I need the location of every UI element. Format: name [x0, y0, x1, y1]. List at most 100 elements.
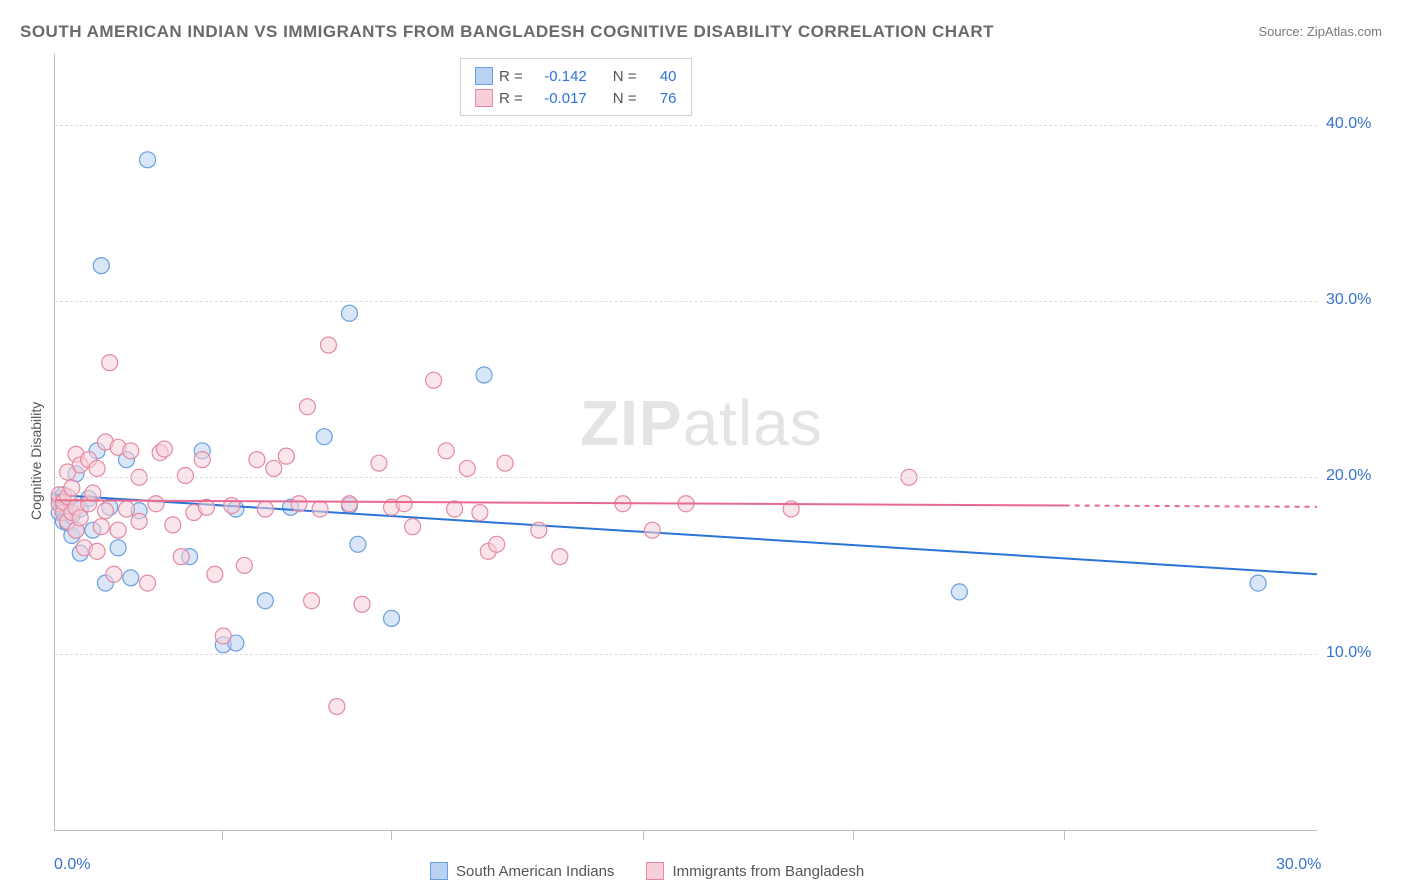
x-tick — [643, 830, 644, 840]
data-point-s1 — [316, 429, 332, 445]
data-point-s2 — [552, 549, 568, 565]
gridline — [55, 654, 1317, 655]
legend-item-s2: Immigrants from Bangladesh — [646, 862, 864, 880]
data-point-s2 — [299, 399, 315, 415]
legend-item-s1: South American Indians — [430, 862, 614, 880]
data-point-s1 — [1250, 575, 1266, 591]
legend-swatch-s1 — [475, 67, 493, 85]
data-point-s2 — [140, 575, 156, 591]
data-point-s2 — [131, 513, 147, 529]
data-point-s2 — [447, 501, 463, 517]
data-point-s2 — [312, 501, 328, 517]
data-point-s2 — [489, 536, 505, 552]
data-point-s2 — [89, 543, 105, 559]
data-point-s2 — [177, 468, 193, 484]
data-point-s2 — [194, 452, 210, 468]
data-point-s2 — [304, 593, 320, 609]
data-point-s2 — [148, 496, 164, 512]
r-label: R = — [499, 68, 523, 85]
series-legend: South American Indians Immigrants from Ba… — [430, 862, 864, 880]
data-point-s2 — [89, 460, 105, 476]
legend-label-s1: South American Indians — [456, 863, 614, 880]
scatter-svg — [55, 54, 1317, 830]
trend-line-dashed-s2 — [1065, 505, 1317, 506]
data-point-s1 — [93, 258, 109, 274]
data-point-s2 — [472, 505, 488, 521]
data-point-s2 — [72, 510, 88, 526]
data-point-s2 — [278, 448, 294, 464]
plot-area — [54, 54, 1317, 831]
r-value-s1: -0.142 — [529, 68, 587, 85]
data-point-s1 — [341, 305, 357, 321]
legend-swatch-s2 — [475, 89, 493, 107]
y-tick-label: 10.0% — [1326, 644, 1371, 662]
legend-row-s2: R = -0.017 N = 76 — [475, 87, 677, 109]
n-label: N = — [613, 90, 637, 107]
data-point-s2 — [426, 372, 442, 388]
data-point-s2 — [97, 503, 113, 519]
data-point-s2 — [438, 443, 454, 459]
data-point-s2 — [224, 497, 240, 513]
y-tick-label: 40.0% — [1326, 115, 1371, 133]
data-point-s2 — [341, 496, 357, 512]
data-point-s1 — [110, 540, 126, 556]
x-tick — [1064, 830, 1065, 840]
data-point-s2 — [207, 566, 223, 582]
n-value-s2: 76 — [643, 90, 677, 107]
legend-label-s2: Immigrants from Bangladesh — [672, 863, 864, 880]
data-point-s2 — [165, 517, 181, 533]
data-point-s2 — [236, 557, 252, 573]
data-point-s2 — [459, 460, 475, 476]
n-value-s1: 40 — [643, 68, 677, 85]
data-point-s2 — [291, 496, 307, 512]
data-point-s2 — [249, 452, 265, 468]
data-point-s1 — [350, 536, 366, 552]
data-point-s2 — [405, 519, 421, 535]
legend-row-s1: R =-0.142N =40 — [475, 65, 677, 87]
data-point-s2 — [110, 522, 126, 538]
y-tick-label: 30.0% — [1326, 291, 1371, 309]
y-tick-label: 20.0% — [1326, 467, 1371, 485]
y-axis-label: Cognitive Disability — [28, 402, 44, 520]
legend-swatch-s1 — [430, 862, 448, 880]
x-tick — [222, 830, 223, 840]
data-point-s2 — [396, 496, 412, 512]
r-value-s2: -0.017 — [529, 90, 587, 107]
legend-swatch-s2 — [646, 862, 664, 880]
source-label: Source: ZipAtlas.com — [1258, 24, 1382, 39]
r-label: R = — [499, 90, 523, 107]
data-point-s2 — [156, 441, 172, 457]
data-point-s1 — [123, 570, 139, 586]
data-point-s2 — [354, 596, 370, 612]
data-point-s2 — [64, 480, 80, 496]
data-point-s1 — [951, 584, 967, 600]
gridline — [55, 125, 1317, 126]
data-point-s2 — [102, 355, 118, 371]
data-point-s2 — [85, 485, 101, 501]
data-point-s2 — [257, 501, 273, 517]
data-point-s2 — [329, 699, 345, 715]
x-tick-label: 0.0% — [54, 856, 90, 874]
data-point-s2 — [106, 566, 122, 582]
data-point-s2 — [497, 455, 513, 471]
data-point-s2 — [119, 501, 135, 517]
correlation-legend: R = -0.142 N = 40 R = -0.017 N = 76 — [460, 58, 692, 116]
gridline — [55, 477, 1317, 478]
data-point-s2 — [173, 549, 189, 565]
chart-title: SOUTH AMERICAN INDIAN VS IMMIGRANTS FROM… — [20, 22, 994, 42]
chart-container: SOUTH AMERICAN INDIAN VS IMMIGRANTS FROM… — [0, 0, 1406, 892]
x-tick-label: 30.0% — [1276, 856, 1321, 874]
data-point-s2 — [371, 455, 387, 471]
data-point-s2 — [266, 460, 282, 476]
data-point-s2 — [320, 337, 336, 353]
data-point-s2 — [93, 519, 109, 535]
x-tick — [391, 830, 392, 840]
data-point-s2 — [123, 443, 139, 459]
data-point-s2 — [531, 522, 547, 538]
x-tick — [853, 830, 854, 840]
data-point-s1 — [140, 152, 156, 168]
data-point-s2 — [644, 522, 660, 538]
data-point-s1 — [257, 593, 273, 609]
data-point-s1 — [384, 610, 400, 626]
data-point-s2 — [215, 628, 231, 644]
